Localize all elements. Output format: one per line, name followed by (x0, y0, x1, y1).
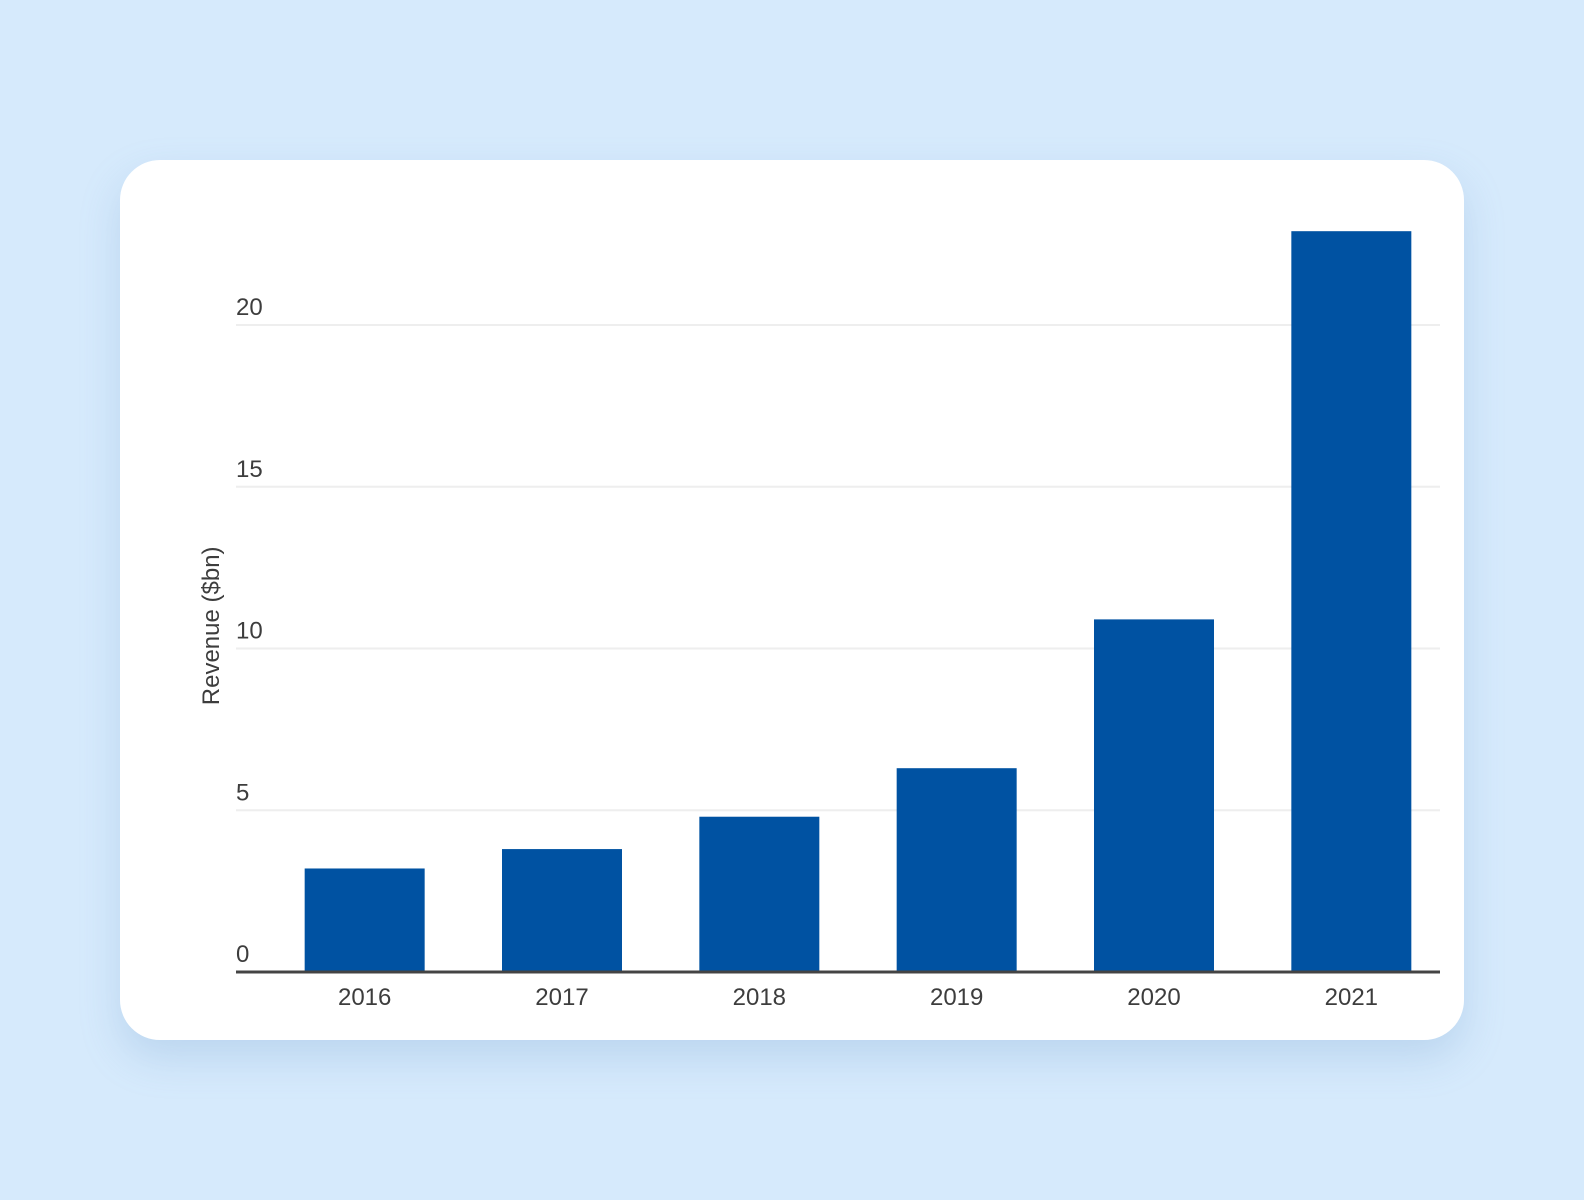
y-tick-label: 10 (236, 618, 263, 645)
x-tick-label: 2017 (535, 984, 588, 1011)
bar-2021 (1291, 231, 1412, 972)
y-tick-labels: 0 5 10 15 20 (236, 294, 263, 968)
x-tick-label: 2020 (1127, 984, 1180, 1011)
bar-2016 (304, 868, 425, 972)
x-tick-label: 2021 (1325, 984, 1378, 1011)
bar-2020 (1094, 619, 1214, 972)
x-tick-label: 2016 (338, 984, 391, 1011)
y-axis-title: Revenue ($bn) (198, 546, 225, 705)
y-tick-label: 15 (236, 456, 263, 483)
y-tick-label: 5 (236, 779, 249, 806)
y-tick-label: 0 (236, 941, 249, 968)
gridlines (236, 324, 1440, 812)
bars (304, 231, 1412, 972)
bar-2019 (896, 768, 1017, 972)
bar-2018 (699, 816, 820, 972)
y-tick-label: 20 (236, 294, 263, 321)
x-tick-label: 2018 (733, 984, 786, 1011)
x-tick-label: 2019 (930, 984, 983, 1011)
bar-2017 (502, 849, 622, 972)
x-tick-labels: 2016 2017 2018 2019 2020 2021 (338, 984, 1378, 1011)
